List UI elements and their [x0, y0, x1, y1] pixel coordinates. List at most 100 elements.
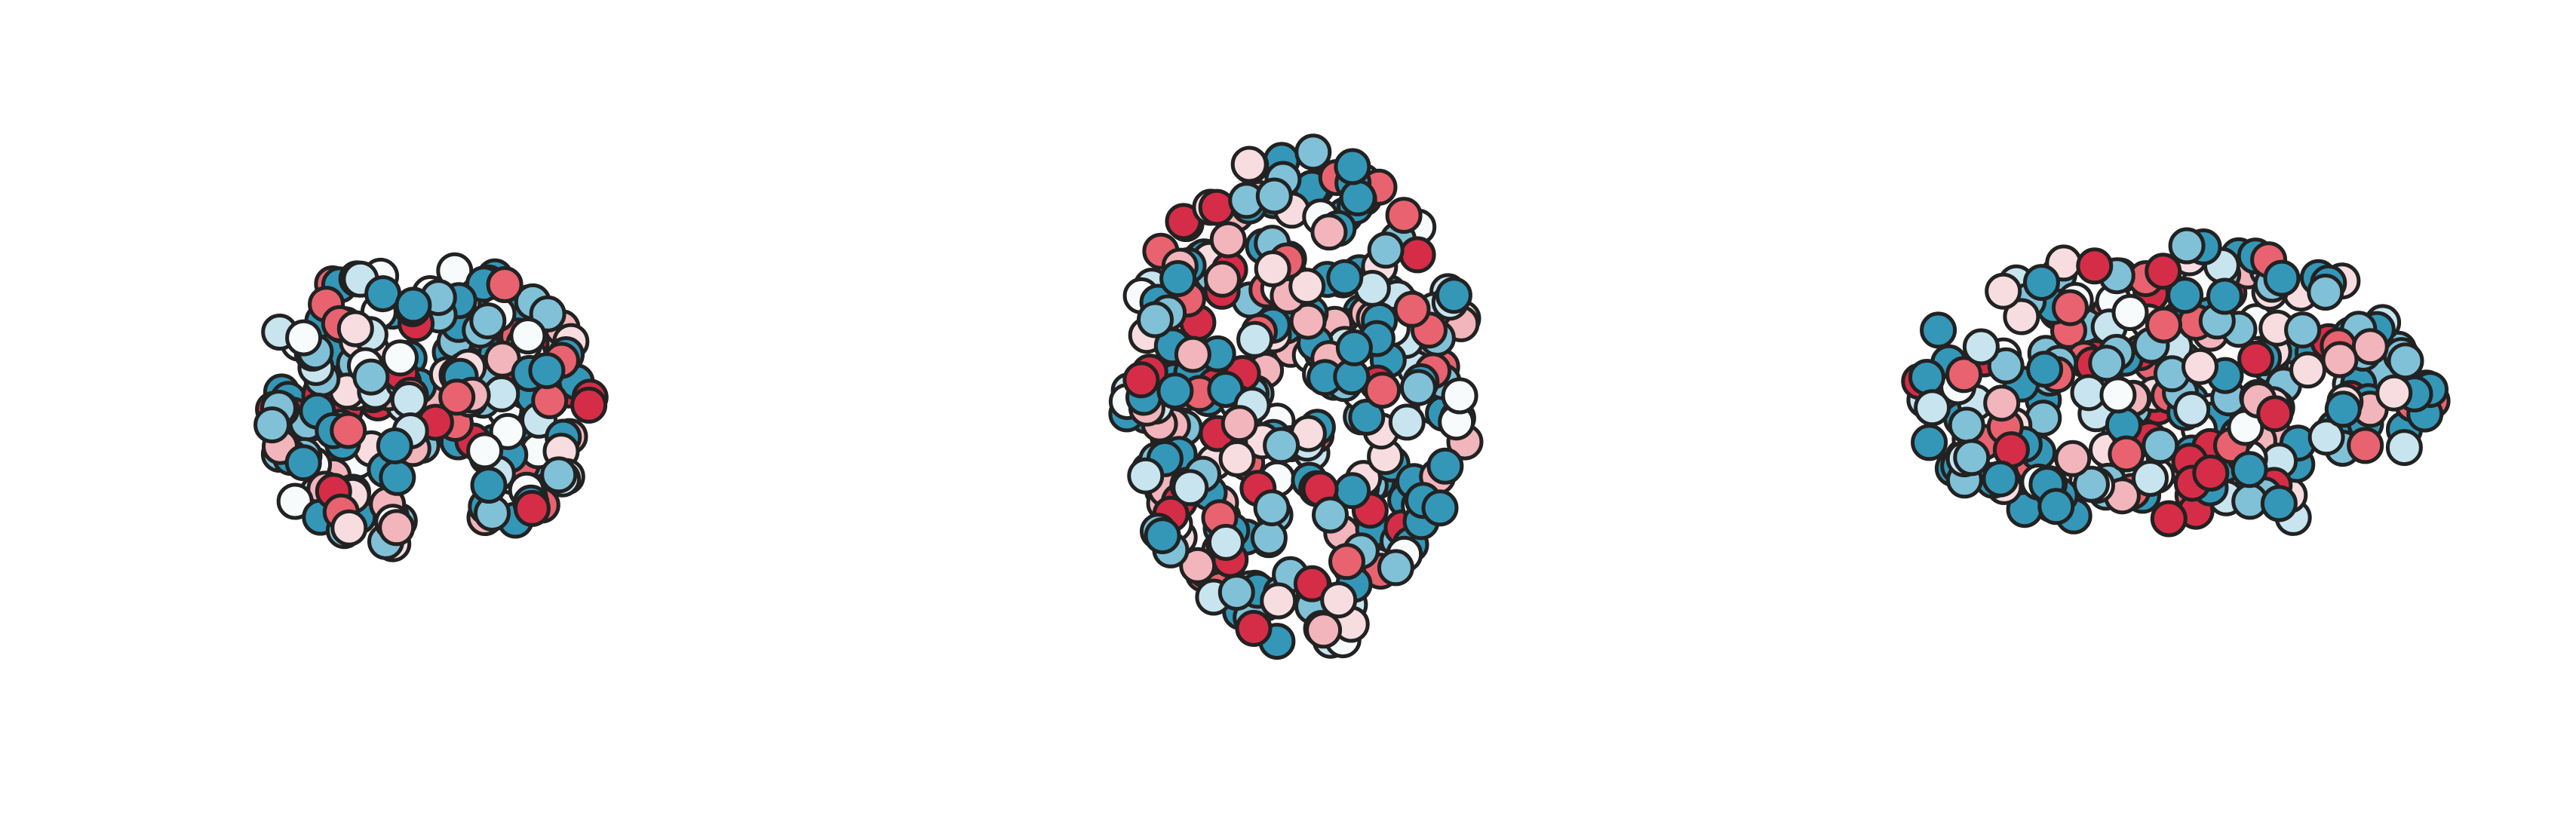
- brain-node: [2088, 345, 2126, 382]
- brain-node: [1209, 221, 1247, 259]
- brain-node: [1260, 582, 1297, 620]
- brain-node: [2111, 294, 2149, 331]
- brain-node: [470, 467, 508, 504]
- brain-node: [1367, 231, 1405, 269]
- brain-node: [1217, 574, 1255, 611]
- axial-view: [1108, 133, 1484, 660]
- brain-node: [2375, 374, 2413, 412]
- brain-node: [1144, 517, 1181, 555]
- brain-node: [1255, 177, 1293, 215]
- brain-node: [1920, 311, 1957, 349]
- brain-node: [2076, 247, 2114, 285]
- brain-node: [1962, 328, 2000, 366]
- brain-node: [285, 319, 323, 357]
- brain-node: [2037, 488, 2075, 525]
- brain-node: [1320, 581, 1358, 619]
- brain-node: [1426, 447, 1464, 485]
- brain-node: [284, 444, 322, 482]
- brain-node: [1137, 301, 1174, 339]
- brain-node: [1348, 398, 1386, 436]
- brain-node: [330, 509, 368, 547]
- brain-node: [1908, 359, 1945, 396]
- brain-node: [2054, 440, 2092, 477]
- brain-node: [2145, 306, 2182, 344]
- brain-node: [1435, 277, 1472, 314]
- brain-node: [330, 412, 367, 449]
- brain-node: [1230, 146, 1268, 183]
- brain-node: [1312, 496, 1349, 534]
- brain-node: [1310, 213, 1348, 251]
- brain-node: [528, 352, 566, 390]
- brain-node: [2347, 427, 2384, 464]
- brain-node: [570, 386, 608, 424]
- brain-node: [2132, 460, 2169, 497]
- brain-node: [1305, 611, 1343, 649]
- brain-node: [1911, 424, 1948, 461]
- brain-node: [2206, 277, 2243, 315]
- brain-node: [1204, 260, 1241, 298]
- brain-node: [1122, 361, 1160, 399]
- brain-node: [1218, 440, 1256, 477]
- brain-node: [376, 427, 413, 464]
- brain-node: [1421, 489, 1459, 527]
- brain-node: [1399, 236, 1436, 274]
- brain-node: [2324, 391, 2362, 428]
- brain-node: [2150, 500, 2188, 538]
- brain-node: [2260, 485, 2298, 522]
- brain-node: [1127, 457, 1165, 495]
- brain-node: [2284, 311, 2322, 349]
- brain-node: [1328, 543, 1365, 581]
- brain-node: [513, 489, 551, 527]
- brain-node: [1399, 369, 1437, 406]
- brain-node: [1393, 290, 1431, 328]
- brain-node: [1159, 260, 1197, 297]
- brain-node: [382, 339, 419, 377]
- brain-node: [1983, 384, 2021, 422]
- brain-node: [1948, 406, 1985, 444]
- brain-node: [2168, 227, 2206, 265]
- brain-node: [1254, 250, 1291, 287]
- brain-node: [1953, 439, 1991, 476]
- brain-node: [2231, 451, 2268, 489]
- brain-node: [2256, 395, 2294, 433]
- brain-node: [336, 310, 374, 348]
- brain-node: [1263, 427, 1300, 464]
- brain-node: [1388, 403, 1426, 441]
- brain-node: [2003, 298, 2040, 335]
- brain-node: [1207, 523, 1245, 561]
- brain-node: [1220, 405, 1258, 443]
- brain-node: [378, 509, 416, 547]
- brain-node: [2181, 348, 2218, 385]
- brain-node: [469, 302, 507, 340]
- brain-node: [2073, 465, 2110, 503]
- brain-node: [1385, 197, 1423, 234]
- brain-node: [1236, 320, 1274, 358]
- brain-node: [1335, 329, 1373, 366]
- brain-node: [2263, 259, 2301, 297]
- brain-node: [1174, 335, 1211, 373]
- brain-node: [1171, 469, 1209, 507]
- brain-node: [2166, 277, 2204, 314]
- brain-node: [509, 317, 547, 354]
- brain-node: [2026, 351, 2064, 388]
- brain-node: [1914, 389, 1951, 427]
- brain-node: [1982, 460, 2019, 498]
- brain-node: [2307, 274, 2344, 311]
- brain-node: [1253, 489, 1291, 527]
- brain-node: [1987, 347, 2025, 384]
- brain-node: [395, 286, 432, 324]
- brain-node: [1339, 179, 1377, 216]
- brain-node: [1364, 372, 1402, 409]
- brain-node: [1198, 188, 1236, 226]
- brain-node: [1985, 272, 2022, 310]
- brain-node: [1207, 371, 1245, 408]
- brain-node: [1334, 148, 1371, 185]
- brain-node: [540, 456, 578, 494]
- brain-node: [466, 432, 504, 470]
- brain-node: [2173, 391, 2211, 428]
- brain-node: [1326, 259, 1364, 296]
- brain-node: [2289, 351, 2326, 389]
- brain-node: [379, 458, 416, 496]
